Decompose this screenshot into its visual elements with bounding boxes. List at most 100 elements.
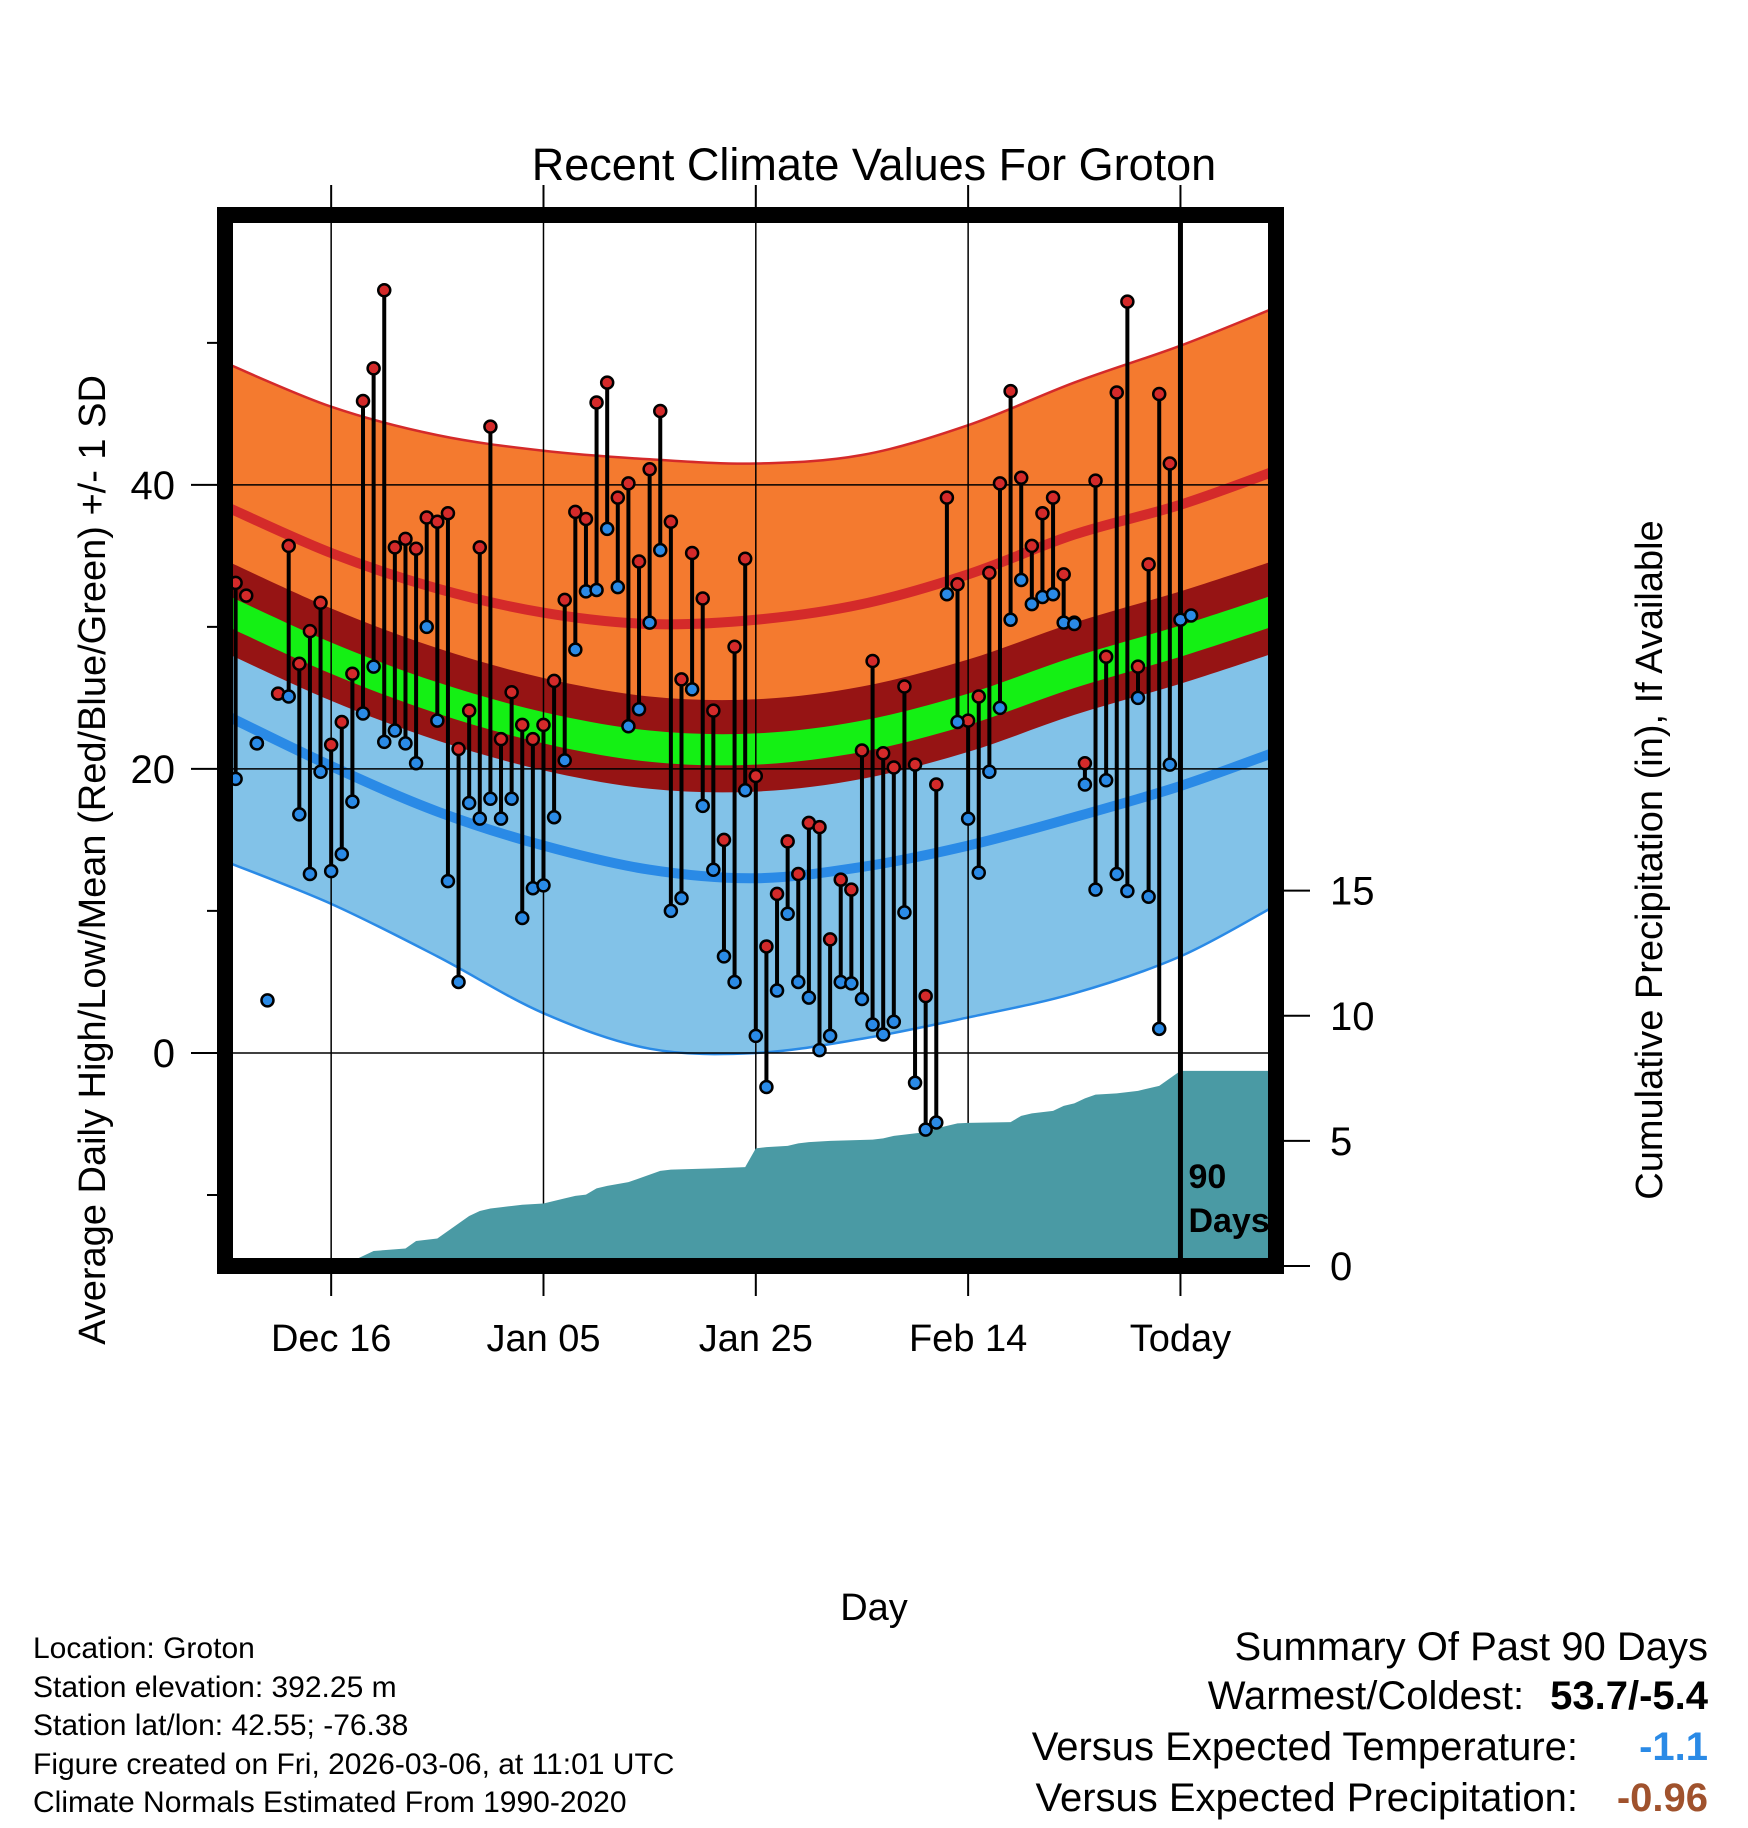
summary-precip: Versus Expected Precipitation: -0.96 bbox=[1032, 1773, 1708, 1824]
daily-low-point bbox=[960, 811, 976, 826]
daily-low-point bbox=[345, 794, 360, 809]
daily-high-point bbox=[515, 717, 530, 733]
daily-low-point bbox=[1120, 883, 1135, 899]
daily-low-point bbox=[408, 755, 424, 771]
daily-low-point bbox=[1130, 690, 1146, 706]
y-tick-left-label: 20 bbox=[131, 748, 176, 792]
precip-value: -0.96 bbox=[1616, 1776, 1708, 1820]
daily-high-point bbox=[1013, 470, 1029, 485]
daily-low-point bbox=[812, 1042, 827, 1058]
x-axis-label: Day bbox=[840, 1587, 908, 1629]
daily-high-point bbox=[557, 592, 572, 608]
daily-high-point bbox=[472, 540, 488, 555]
daily-low-point bbox=[1024, 596, 1040, 612]
daily-high-point bbox=[875, 746, 891, 761]
daily-high-point bbox=[355, 393, 371, 409]
daily-low-point bbox=[982, 764, 997, 779]
mean-sd-band bbox=[225, 560, 1276, 793]
daily-low-point bbox=[929, 1115, 944, 1130]
temp-label: Versus Expected Temperature: bbox=[1031, 1725, 1578, 1769]
daily-high-point bbox=[578, 511, 594, 527]
daily-high-point bbox=[1120, 294, 1135, 309]
daily-high-point bbox=[483, 419, 498, 434]
daily-high-point bbox=[854, 743, 870, 758]
daily-high-point bbox=[1024, 538, 1040, 554]
daily-low-point bbox=[419, 619, 434, 635]
daily-high-point bbox=[493, 731, 509, 747]
daily-low-point bbox=[950, 714, 965, 730]
daily-low-point bbox=[653, 542, 668, 558]
daily-high-point bbox=[323, 737, 339, 753]
chart-title: Recent Climate Values For Groton bbox=[532, 139, 1216, 190]
daily-high-point bbox=[865, 653, 880, 669]
y-tick-right-label: 0 bbox=[1330, 1245, 1352, 1289]
daily-high-point bbox=[281, 538, 296, 554]
daily-low-point bbox=[695, 798, 710, 814]
daily-high-point bbox=[1045, 490, 1061, 505]
daily-low-point bbox=[674, 890, 689, 906]
daily-low-point bbox=[663, 903, 679, 919]
daily-low-point bbox=[398, 736, 413, 751]
y-tick-right-label: 10 bbox=[1330, 995, 1375, 1039]
daily-high-point bbox=[599, 375, 615, 390]
x-tick-label: Jan 25 bbox=[699, 1318, 813, 1360]
daily-high-point bbox=[461, 703, 477, 718]
daily-low-point bbox=[759, 1079, 774, 1095]
daily-high-point bbox=[663, 514, 679, 530]
daily-high-point bbox=[844, 882, 859, 897]
plot-frame bbox=[217, 207, 1284, 1274]
y-tick-right-label: 15 bbox=[1330, 870, 1375, 914]
daily-high-point bbox=[759, 939, 774, 954]
daily-low-point bbox=[483, 791, 498, 806]
daily-low-point bbox=[366, 659, 381, 674]
daily-high-point bbox=[430, 514, 445, 530]
x-tick-label: Dec 16 bbox=[271, 1318, 391, 1360]
daily-low-point bbox=[557, 753, 572, 768]
days-label-number: 90 bbox=[1188, 1158, 1226, 1196]
plot-content: 90 Days bbox=[225, 215, 1276, 1266]
daily-low-point bbox=[684, 682, 700, 697]
daily-low-point bbox=[992, 700, 1008, 716]
daily-high-point bbox=[684, 545, 700, 561]
daily-high-point bbox=[791, 866, 806, 882]
daily-high-point bbox=[451, 741, 466, 757]
daily-high-point bbox=[737, 551, 753, 566]
latlon-text: Station lat/lon: 42.55; -76.38 bbox=[33, 1709, 409, 1742]
daily-high-point bbox=[992, 476, 1008, 491]
daily-low-point bbox=[865, 1017, 880, 1032]
daily-high-point bbox=[1088, 473, 1103, 488]
daily-low-point bbox=[780, 906, 795, 922]
days-label-text: Days bbox=[1188, 1202, 1269, 1240]
daily-low-point bbox=[313, 764, 328, 779]
daily-high-point bbox=[886, 760, 902, 775]
daily-low-point bbox=[897, 905, 912, 920]
daily-low-point bbox=[589, 582, 604, 598]
daily-low-point bbox=[461, 795, 477, 811]
daily-high-point bbox=[706, 703, 721, 718]
daily-high-point bbox=[1141, 557, 1156, 572]
normals-period-text: Climate Normals Estimated From 1990-2020 bbox=[33, 1786, 627, 1819]
warm-cold-value: 53.7/-5.4 bbox=[1550, 1674, 1708, 1718]
created-text: Figure created on Fri, 2026-03-06, at 11… bbox=[33, 1747, 675, 1781]
summary-temp: Versus Expected Temperature: -1.1 bbox=[1032, 1722, 1708, 1773]
daily-high-point bbox=[536, 717, 551, 733]
daily-high-point bbox=[292, 656, 307, 672]
daily-low-point bbox=[504, 791, 519, 806]
daily-low-point bbox=[939, 586, 955, 602]
daily-low-point bbox=[875, 1027, 891, 1042]
daily-low-point bbox=[642, 615, 657, 630]
daily-low-point bbox=[323, 863, 339, 879]
temp-value: -1.1 bbox=[1639, 1725, 1708, 1769]
daily-high-point bbox=[610, 490, 626, 505]
daily-low-point bbox=[376, 734, 392, 750]
normal-mean-line bbox=[225, 594, 1276, 766]
daily-low-point bbox=[822, 1028, 838, 1044]
daily-low-point bbox=[748, 1028, 764, 1044]
daily-high-point bbox=[1077, 755, 1093, 771]
daily-low-point bbox=[451, 974, 466, 990]
daily-high-point bbox=[387, 540, 403, 555]
y-axis-right-label: Cumulative Precipitation (in), If Availa… bbox=[1629, 520, 1671, 1199]
daily-high-point bbox=[1151, 386, 1167, 402]
daily-high-point bbox=[653, 403, 668, 419]
